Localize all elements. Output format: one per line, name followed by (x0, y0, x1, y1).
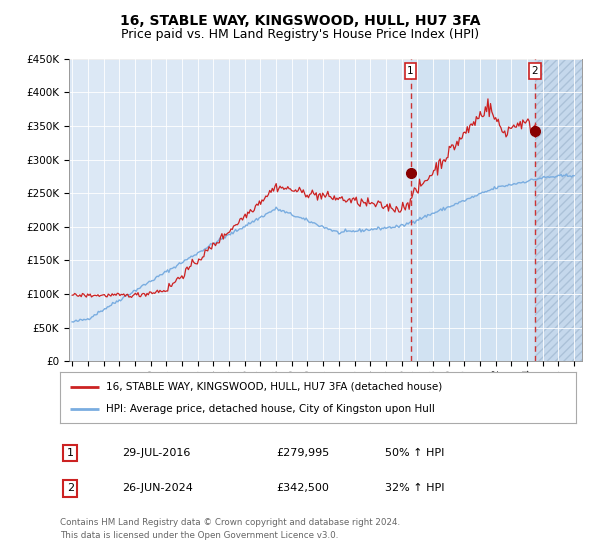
Text: 50% ↑ HPI: 50% ↑ HPI (385, 448, 445, 458)
Text: 26-JUN-2024: 26-JUN-2024 (122, 483, 193, 493)
Text: 29-JUL-2016: 29-JUL-2016 (122, 448, 190, 458)
Text: 32% ↑ HPI: 32% ↑ HPI (385, 483, 445, 493)
Text: 1: 1 (407, 66, 414, 76)
Bar (410, 59, 535, 361)
Text: 1: 1 (67, 448, 74, 458)
Text: £342,500: £342,500 (277, 483, 329, 493)
Text: £279,995: £279,995 (277, 448, 330, 458)
Text: Contains HM Land Registry data © Crown copyright and database right 2024.
This d: Contains HM Land Registry data © Crown c… (60, 518, 400, 539)
Text: 2: 2 (67, 483, 74, 493)
Bar (535, 59, 582, 361)
Text: 2: 2 (532, 66, 538, 76)
Bar (535, 59, 582, 361)
Text: 16, STABLE WAY, KINGSWOOD, HULL, HU7 3FA (detached house): 16, STABLE WAY, KINGSWOOD, HULL, HU7 3FA… (106, 381, 443, 391)
Text: 16, STABLE WAY, KINGSWOOD, HULL, HU7 3FA: 16, STABLE WAY, KINGSWOOD, HULL, HU7 3FA (120, 14, 480, 28)
Text: Price paid vs. HM Land Registry's House Price Index (HPI): Price paid vs. HM Land Registry's House … (121, 28, 479, 41)
Text: HPI: Average price, detached house, City of Kingston upon Hull: HPI: Average price, detached house, City… (106, 404, 436, 414)
